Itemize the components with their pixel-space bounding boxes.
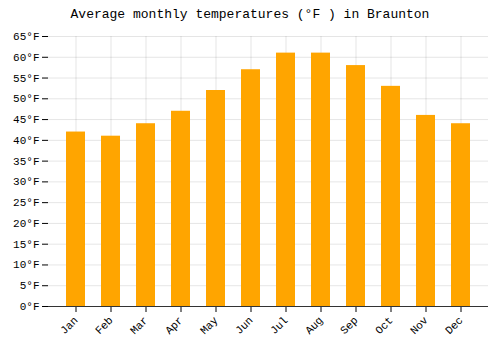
svg-text:10°F: 10°F (13, 259, 39, 271)
svg-text:25°F: 25°F (13, 197, 39, 209)
html-text:Average monthly temperatures (: Average monthly temperatures (°F ) in Br… (70, 7, 430, 22)
svg-text:May: May (198, 314, 221, 337)
svg-text:5°F: 5°F (20, 280, 40, 292)
svg-text:60°F: 60°F (13, 52, 39, 64)
svg-text:55°F: 55°F (13, 73, 39, 85)
svg-text:0°F: 0°F (20, 301, 40, 313)
svg-text:Jun: Jun (233, 314, 255, 336)
svg-text:Apr: Apr (163, 314, 185, 336)
svg-text:20°F: 20°F (13, 218, 39, 230)
svg-text:35°F: 35°F (13, 156, 39, 168)
svg-text:40°F: 40°F (13, 135, 39, 147)
svg-text:45°F: 45°F (13, 114, 39, 126)
svg-text:Nov: Nov (408, 314, 431, 337)
svg-text:Sep: Sep (338, 314, 360, 336)
svg-text:Dec: Dec (443, 314, 465, 336)
svg-text:Aug: Aug (303, 314, 325, 336)
svg-text:Feb: Feb (93, 314, 115, 336)
svg-text:30°F: 30°F (13, 176, 39, 188)
svg-text:Oct: Oct (373, 314, 395, 336)
svg-text:Jul: Jul (268, 314, 290, 336)
svg-text:65°F: 65°F (13, 31, 39, 43)
svg-text:Mar: Mar (128, 314, 150, 336)
svg-text:Jan: Jan (58, 314, 80, 336)
svg-text:50°F: 50°F (13, 93, 39, 105)
svg-text:15°F: 15°F (13, 239, 39, 251)
